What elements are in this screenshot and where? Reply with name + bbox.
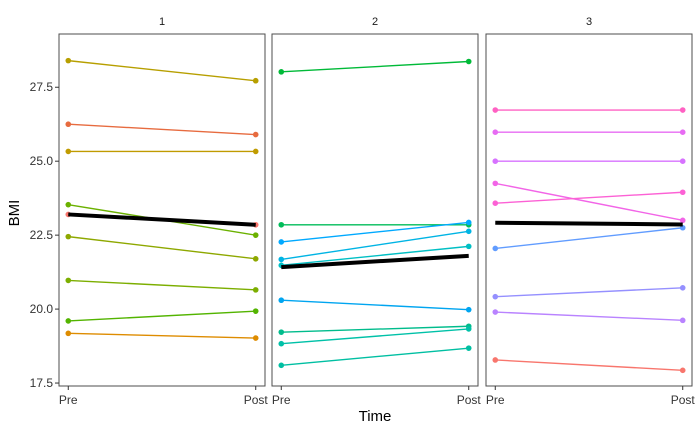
facet-strip-label: 3 <box>586 16 592 28</box>
data-point <box>65 277 72 284</box>
series-line <box>495 191 683 204</box>
data-point <box>252 256 259 262</box>
data-point <box>278 297 285 304</box>
data-point <box>679 107 686 113</box>
data-point <box>252 335 259 341</box>
series-line <box>495 311 683 322</box>
data-point <box>492 200 499 206</box>
data-point <box>679 217 686 224</box>
series-line <box>495 227 683 250</box>
x-tick-label: Post <box>671 393 696 407</box>
series-line <box>281 325 469 333</box>
data-point <box>465 58 472 65</box>
data-point <box>465 345 472 351</box>
series-line <box>281 245 469 267</box>
series-line <box>68 235 256 260</box>
data-point <box>65 148 72 155</box>
data-point <box>278 256 285 263</box>
data-point <box>679 189 686 196</box>
data-point <box>679 367 686 374</box>
mean-line <box>68 212 256 227</box>
series-line <box>281 347 469 366</box>
series-line <box>68 59 256 82</box>
series-line <box>68 123 256 136</box>
data-point <box>465 326 472 332</box>
series-line <box>281 299 469 311</box>
panel-border <box>271 33 479 387</box>
data-point <box>492 158 499 164</box>
data-point <box>492 293 499 300</box>
series-line <box>281 221 469 243</box>
data-point <box>465 228 472 235</box>
mean-line <box>281 253 469 270</box>
data-point <box>65 121 72 128</box>
facet-panel-3: 3 Pre Post <box>485 16 696 407</box>
data-point <box>252 287 259 293</box>
series-line <box>281 230 469 261</box>
series-line <box>281 60 469 73</box>
data-point <box>679 158 686 164</box>
data-point <box>252 308 259 314</box>
data-point <box>278 362 285 369</box>
y-tick-label: 20.0 <box>30 302 54 316</box>
y-tick-label: 27.5 <box>30 80 54 94</box>
data-point <box>465 306 472 313</box>
y-axis-title: BMI <box>6 200 23 227</box>
data-point <box>252 131 259 138</box>
series-line <box>495 182 683 222</box>
y-axis: 17.5 20.0 22.5 25.0 27.5 <box>30 80 59 390</box>
x-axis-title: Time <box>359 408 392 425</box>
series-line <box>495 287 683 298</box>
facet-strip-label: 2 <box>372 16 378 28</box>
x-tick-label: Post <box>244 393 269 407</box>
series-line <box>495 359 683 372</box>
data-point <box>65 57 72 64</box>
data-point <box>679 129 686 136</box>
y-tick-label: 17.5 <box>30 376 54 390</box>
series-line <box>68 279 256 291</box>
data-point <box>278 340 285 347</box>
data-point <box>492 357 499 363</box>
x-tick-label: Pre <box>486 393 505 407</box>
data-point <box>252 148 259 155</box>
data-point <box>679 284 686 291</box>
data-point <box>679 317 686 324</box>
data-point <box>278 329 285 335</box>
series-line <box>68 332 256 339</box>
data-point <box>278 239 285 245</box>
data-point <box>492 180 499 187</box>
data-point <box>65 318 72 324</box>
data-point <box>492 107 499 113</box>
x-tick-label: Post <box>457 393 482 407</box>
panel-border <box>485 33 693 387</box>
data-point <box>252 232 259 238</box>
facet-panel-2: 2 Pre Post <box>271 16 482 407</box>
data-point <box>252 77 259 84</box>
data-point <box>465 219 472 226</box>
data-point <box>278 69 285 75</box>
facet-strip-label: 1 <box>159 16 165 28</box>
data-point <box>65 233 72 240</box>
series-line <box>68 310 256 322</box>
data-point <box>465 243 472 250</box>
data-point <box>65 201 72 208</box>
x-tick-label: Pre <box>59 393 78 407</box>
data-point <box>492 245 499 252</box>
data-point <box>492 309 499 315</box>
data-point <box>492 129 499 136</box>
mean-line <box>495 220 683 227</box>
x-tick-label: Pre <box>272 393 291 407</box>
data-point <box>278 221 285 228</box>
series-line <box>281 328 469 345</box>
data-point <box>65 330 72 337</box>
panel-border <box>58 33 266 387</box>
y-tick-label: 25.0 <box>30 154 54 168</box>
y-tick-label: 22.5 <box>30 228 54 242</box>
facet-panel-1: 1 Pre Post <box>58 16 269 407</box>
